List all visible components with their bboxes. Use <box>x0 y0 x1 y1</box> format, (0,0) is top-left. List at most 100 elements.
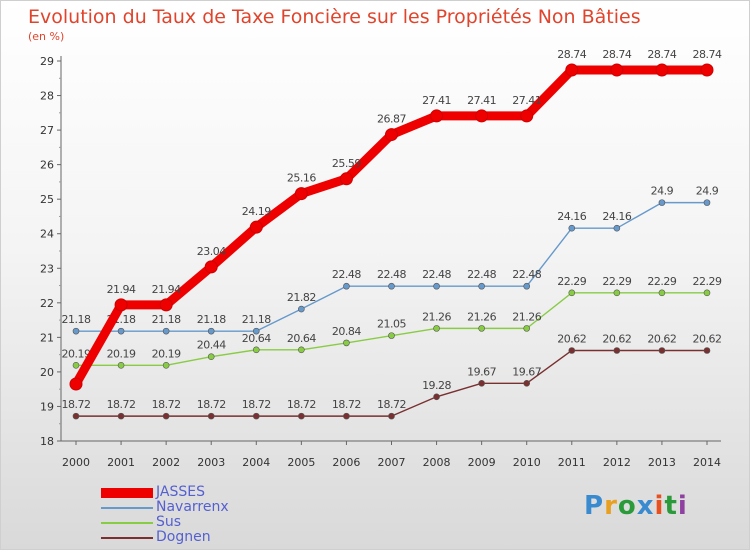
y-tick-label: 28 <box>40 90 54 103</box>
data-point-dognen <box>523 380 531 387</box>
legend-label: Sus <box>156 514 182 530</box>
data-label-sus: 20.19 <box>107 347 136 360</box>
data-point-navarrenx <box>703 199 711 206</box>
data-point-jasses <box>339 172 353 186</box>
data-point-dognen <box>298 412 305 420</box>
legend-label: Dognen <box>156 529 211 545</box>
x-tick-label: 2009 <box>468 456 496 469</box>
data-point-navarrenx <box>117 327 125 335</box>
proxiti-logo: Proxiti <box>584 491 688 521</box>
data-point-sus <box>117 362 125 369</box>
data-point-navarrenx <box>252 327 260 335</box>
data-label-dognen: 18.72 <box>152 398 181 411</box>
data-point-navarrenx <box>388 282 395 290</box>
data-label-dognen: 18.72 <box>197 398 226 411</box>
data-point-sus <box>252 346 260 354</box>
data-point-navarrenx <box>298 305 305 313</box>
logo-letter: r <box>604 491 618 521</box>
data-label-dognen: 20.62 <box>693 332 722 345</box>
data-point-jasses <box>475 109 489 123</box>
data-label-dognen: 18.72 <box>242 398 271 411</box>
data-point-sus <box>72 362 80 369</box>
data-point-dognen <box>343 412 350 420</box>
data-point-navarrenx <box>72 327 80 335</box>
data-point-navarrenx <box>478 282 485 290</box>
data-label-dognen: 18.72 <box>332 398 361 411</box>
data-point-jasses <box>159 298 173 312</box>
data-label-jasses: 21.94 <box>152 283 181 296</box>
data-point-jasses <box>385 128 398 142</box>
data-point-sus <box>433 325 440 332</box>
data-label-sus: 20.64 <box>242 332 271 345</box>
data-label-jasses: 28.74 <box>693 48 722 61</box>
legend-swatch <box>101 506 153 509</box>
data-label-jasses: 27.41 <box>467 94 496 107</box>
data-label-sus: 21.26 <box>422 310 451 323</box>
data-point-dognen <box>72 412 80 420</box>
data-label-dognen: 18.72 <box>287 398 316 411</box>
data-point-jasses <box>655 63 669 77</box>
data-point-navarrenx <box>207 327 215 335</box>
y-tick-label: 24 <box>40 228 54 241</box>
data-point-sus <box>568 289 576 297</box>
data-point-jasses <box>204 260 218 274</box>
legend-swatch <box>101 521 153 524</box>
data-label-dognen: 20.62 <box>647 332 676 345</box>
data-label-navarrenx: 24.9 <box>651 185 674 198</box>
data-point-jasses <box>249 220 263 234</box>
data-point-sus <box>162 362 170 369</box>
data-label-navarrenx: 21.18 <box>62 313 91 326</box>
data-label-sus: 20.64 <box>287 332 316 345</box>
data-point-dognen <box>117 412 125 420</box>
data-label-navarrenx: 22.48 <box>512 268 541 281</box>
data-label-navarrenx: 22.48 <box>467 268 496 281</box>
data-point-dognen <box>162 412 170 420</box>
data-point-navarrenx <box>568 224 576 232</box>
data-point-dognen <box>252 412 260 420</box>
data-point-navarrenx <box>162 327 170 335</box>
data-label-dognen: 18.72 <box>62 398 91 411</box>
logo-letter: o <box>617 491 637 521</box>
data-label-sus: 20.84 <box>332 325 361 338</box>
legend-label: Navarrenx <box>156 499 229 515</box>
x-tick-label: 2012 <box>603 456 631 469</box>
data-label-sus: 22.29 <box>557 275 586 288</box>
data-label-dognen: 18.72 <box>107 398 136 411</box>
x-tick-label: 2007 <box>378 456 406 469</box>
x-tick-label: 2004 <box>242 456 270 469</box>
x-tick-label: 2010 <box>513 456 541 469</box>
data-label-navarrenx: 24.16 <box>557 210 586 223</box>
data-label-jasses: 28.74 <box>602 48 631 61</box>
data-point-dognen <box>388 412 395 420</box>
y-tick-label: 21 <box>40 331 54 344</box>
data-point-sus <box>298 346 305 354</box>
data-label-navarrenx: 21.18 <box>152 313 181 326</box>
data-label-dognen: 18.72 <box>377 398 406 411</box>
data-point-jasses <box>610 63 624 77</box>
data-label-navarrenx: 22.48 <box>332 268 361 281</box>
data-label-jasses: 28.74 <box>647 48 676 61</box>
data-point-navarrenx <box>658 199 666 206</box>
data-label-jasses: 24.19 <box>242 205 271 218</box>
data-label-navarrenx: 21.18 <box>242 313 271 326</box>
data-point-jasses <box>69 377 83 391</box>
data-label-sus: 21.26 <box>467 310 496 323</box>
data-label-sus: 21.05 <box>377 318 406 331</box>
data-label-navarrenx: 21.82 <box>287 291 316 304</box>
logo-letter: P <box>584 491 605 521</box>
y-tick-label: 23 <box>40 262 54 275</box>
logo-letter: i <box>677 491 688 521</box>
line-chart: 18 19 20 21 22 23 24 25 26 27 28 29 2000 2001 2002 2003… <box>40 48 722 469</box>
data-label-jasses: 26.87 <box>377 113 406 126</box>
data-label-jasses: 27.41 <box>512 94 541 107</box>
data-point-navarrenx <box>433 282 440 290</box>
chart-subtitle: (en %) <box>28 30 65 43</box>
data-point-sus <box>613 289 621 297</box>
data-label-sus: 22.29 <box>647 275 676 288</box>
data-label-navarrenx: 24.16 <box>602 210 631 223</box>
data-point-sus <box>523 325 531 332</box>
data-label-dognen: 19.67 <box>512 365 541 378</box>
data-label-navarrenx: 22.48 <box>422 268 451 281</box>
data-point-jasses <box>114 298 128 312</box>
data-point-sus <box>658 289 666 297</box>
